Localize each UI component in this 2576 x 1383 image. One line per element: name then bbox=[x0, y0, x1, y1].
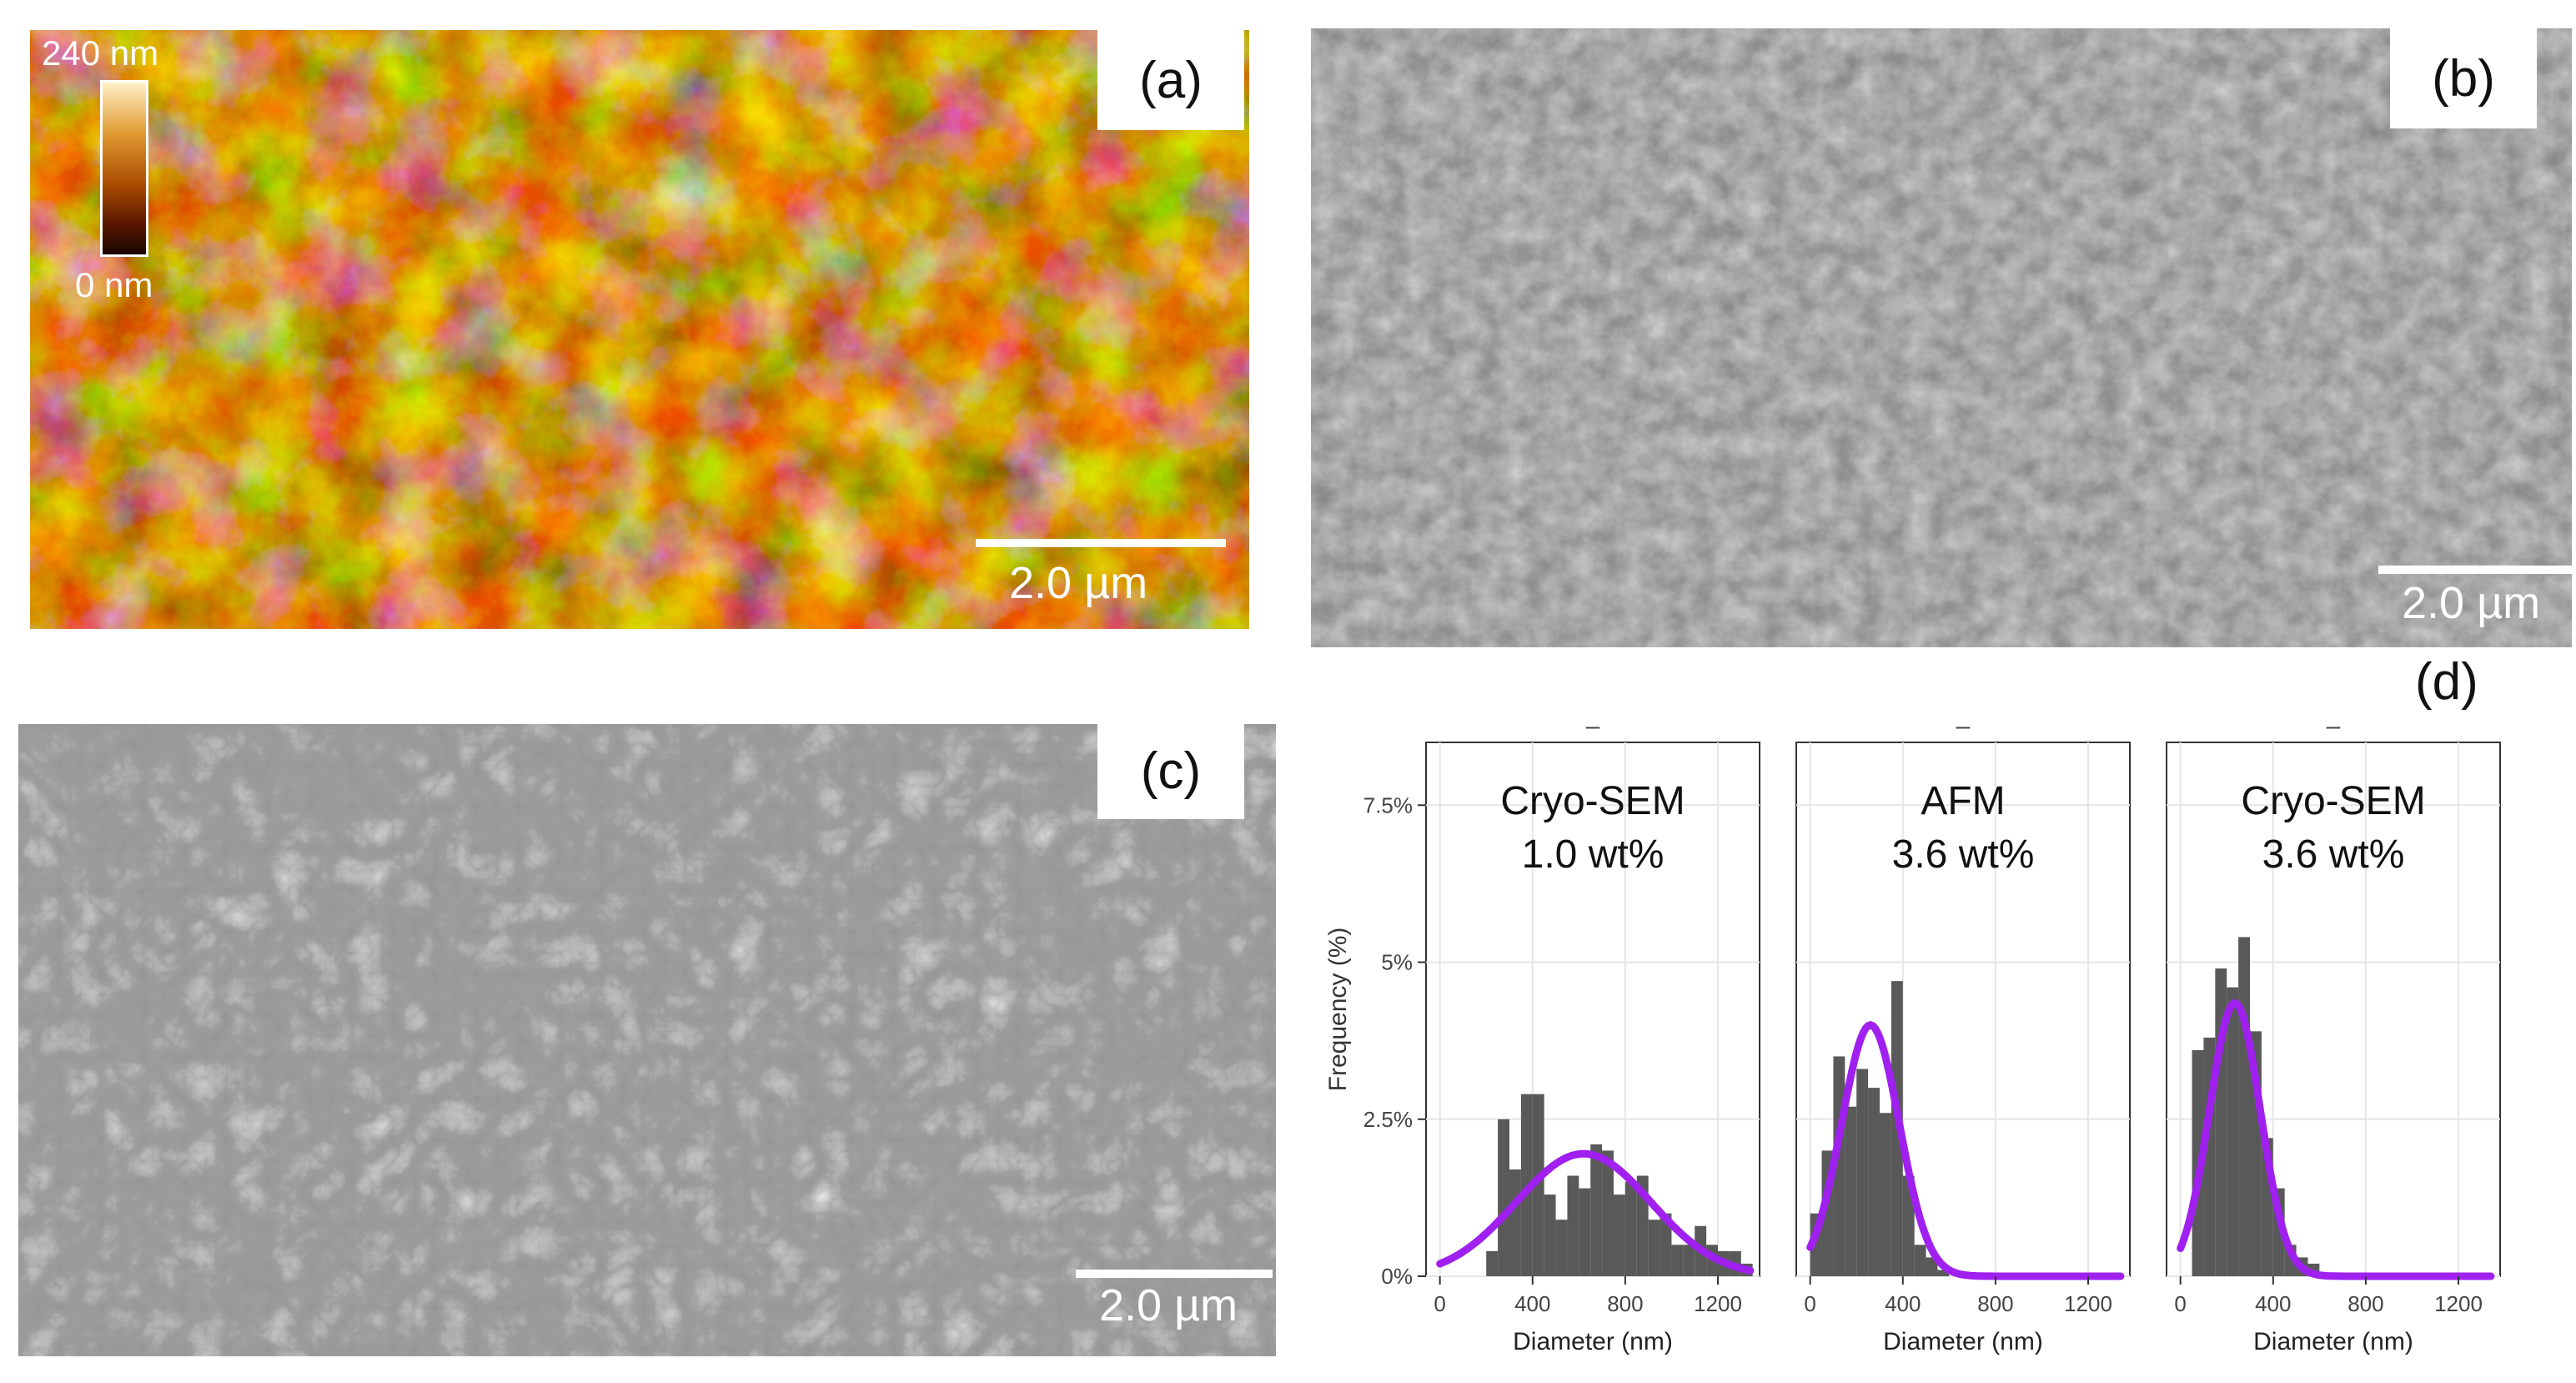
histogram-bar bbox=[1880, 1113, 1891, 1276]
fit-curve bbox=[1806, 1021, 2125, 1280]
x-tick-label: 1200 bbox=[2434, 1291, 2483, 1316]
histogram-bar bbox=[1937, 1270, 1950, 1276]
x-axis-label: Diameter (nm) bbox=[2253, 1328, 2413, 1355]
y-tick-label: 0% bbox=[1381, 1264, 1413, 1289]
colorbar-min-label: 0 nm bbox=[75, 265, 153, 304]
y-tick-label: 2.5% bbox=[1363, 1107, 1413, 1132]
panel-label-b: (b) bbox=[2390, 28, 2537, 128]
histogram-chart: Frequency (%) – Cryo-SEM 1.0 wt% 0 400 800 1200… bbox=[1324, 712, 2501, 1355]
histogram-bar bbox=[1555, 1220, 1568, 1276]
fit-curve bbox=[2177, 999, 2495, 1280]
x-tick-label: 1200 bbox=[1694, 1291, 1742, 1316]
x-axis-label: Diameter (nm) bbox=[1513, 1328, 1673, 1355]
x-tick-label: 0 bbox=[2174, 1291, 2186, 1316]
x-tick-label: 1200 bbox=[2064, 1291, 2112, 1316]
cryo-sem-image-c bbox=[18, 724, 1276, 1356]
y-axis-label: Frequency (%) bbox=[1324, 928, 1352, 1092]
x-tick-label: 800 bbox=[2348, 1291, 2383, 1316]
sem-texture-c bbox=[18, 724, 1276, 1356]
x-tick-label: 400 bbox=[1514, 1291, 1550, 1316]
fit-curve bbox=[1436, 1149, 1755, 1275]
facet-strip-label: – bbox=[1586, 712, 1600, 740]
histogram-bar bbox=[1579, 1188, 1591, 1276]
histogram-bar bbox=[1856, 1069, 1869, 1276]
scale-bar-b bbox=[2378, 566, 2572, 574]
scale-label-a: 2.0 µm bbox=[1009, 558, 1148, 608]
afm-height-map bbox=[30, 30, 1249, 629]
x-tick-label: 800 bbox=[1607, 1291, 1643, 1316]
y-tick-label: 5% bbox=[1381, 950, 1413, 975]
histogram-bar bbox=[1914, 1245, 1926, 1276]
histogram-bar bbox=[1602, 1150, 1614, 1276]
afm-image-panel bbox=[30, 30, 1249, 629]
histogram-bar bbox=[1683, 1245, 1695, 1276]
scale-label-c: 2.0 µm bbox=[1099, 1280, 1238, 1330]
x-tick-label: 400 bbox=[1885, 1291, 1921, 1316]
colorbar-max-label: 240 nm bbox=[42, 33, 159, 73]
scale-label-b: 2.0 µm bbox=[2402, 578, 2541, 628]
facet-strip-label: – bbox=[1956, 712, 1971, 740]
x-tick-label: 400 bbox=[2255, 1291, 2291, 1316]
histogram-bar bbox=[1590, 1144, 1603, 1276]
histogram-bar bbox=[1671, 1245, 1684, 1276]
histogram-bar bbox=[1845, 1106, 1857, 1276]
facet-title-concentration: 1.0 wt% bbox=[1522, 832, 1665, 877]
facet-title-method: AFM bbox=[1921, 779, 2005, 823]
histogram-bar bbox=[1614, 1194, 1625, 1276]
histogram-bar bbox=[1567, 1175, 1579, 1276]
x-tick-label: 0 bbox=[1434, 1291, 1445, 1316]
x-tick-label: 800 bbox=[1977, 1291, 2013, 1316]
histogram-bar bbox=[1509, 1169, 1521, 1276]
facet-title-concentration: 3.6 wt% bbox=[1892, 832, 2035, 877]
facet-title-method: Cryo-SEM bbox=[2241, 779, 2425, 823]
histogram-bar bbox=[1868, 1088, 1880, 1276]
facet-title-concentration: 3.6 wt% bbox=[2262, 832, 2405, 877]
histogram-bar bbox=[1532, 1094, 1544, 1276]
scale-bar-c bbox=[1076, 1270, 1273, 1278]
sem-texture-b bbox=[1311, 28, 2572, 647]
histogram-bar bbox=[2238, 937, 2250, 1276]
histogram-bar bbox=[1498, 1119, 1509, 1276]
facet-title-method: Cryo-SEM bbox=[1500, 779, 1685, 823]
x-tick-label: 0 bbox=[1804, 1291, 1815, 1316]
histogram-bar bbox=[1660, 1213, 1672, 1276]
histogram-bar bbox=[1624, 1182, 1637, 1276]
histogram-bar bbox=[2227, 987, 2239, 1276]
facet-strip-label: – bbox=[2327, 712, 2341, 740]
afm-colorbar bbox=[100, 80, 148, 257]
scale-bar-a bbox=[976, 539, 1226, 547]
cryo-sem-image-b bbox=[1311, 28, 2572, 647]
x-axis-label: Diameter (nm) bbox=[1883, 1328, 2043, 1355]
histogram-bar bbox=[1486, 1250, 1499, 1276]
panel-label-a: (a) bbox=[1097, 30, 1244, 130]
histogram-bar bbox=[1926, 1257, 1938, 1276]
panel-label-c: (c) bbox=[1097, 722, 1244, 819]
panel-label-d: (d) bbox=[2415, 653, 2478, 711]
histogram-bar bbox=[1544, 1194, 1556, 1276]
histogram-bar bbox=[1648, 1220, 1660, 1276]
y-tick-label: 7.5% bbox=[1363, 792, 1413, 817]
